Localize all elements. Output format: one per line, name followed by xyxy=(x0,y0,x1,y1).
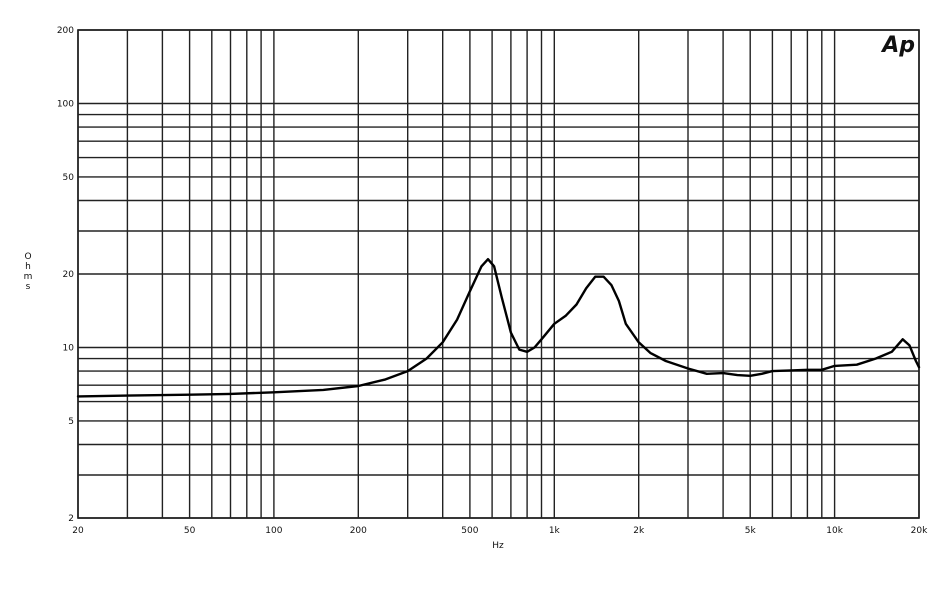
y-axis-title-char: h xyxy=(25,262,31,272)
x-tick-label: 200 xyxy=(350,526,367,536)
x-tick-label: 500 xyxy=(461,526,478,536)
x-tick-label: 20 xyxy=(72,526,84,536)
y-axis-title-char: m xyxy=(24,272,33,282)
y-tick-label: 200 xyxy=(57,26,74,36)
y-tick-label: 5 xyxy=(68,417,74,427)
ap-logo: Ap xyxy=(880,33,915,58)
y-tick-label: 50 xyxy=(63,173,75,183)
y-axis-title-char: s xyxy=(26,282,31,292)
y-tick-label: 20 xyxy=(63,270,75,280)
x-tick-label: 5k xyxy=(745,526,757,536)
series-lines xyxy=(76,258,921,398)
y-tick-labels: 2 5 10 20 50 100 200 xyxy=(57,26,74,524)
y-tick-label: 2 xyxy=(68,514,74,524)
y-tick-label: 10 xyxy=(63,344,75,354)
x-tick-labels: 20 50 100 200 500 1k 2k 5k 10k 20k xyxy=(72,526,928,536)
x-tick-label: 1k xyxy=(549,526,561,536)
x-tick-label: 2k xyxy=(633,526,645,536)
impedance-curve xyxy=(76,258,921,398)
y-axis-title-char: O xyxy=(24,252,31,262)
x-tick-label: 100 xyxy=(265,526,282,536)
x-axis-title: Hz xyxy=(492,541,504,551)
y-gridlines xyxy=(78,29,919,519)
x-tick-label: 20k xyxy=(911,526,928,536)
x-tick-label: 50 xyxy=(184,526,196,536)
x-tick-label: 10k xyxy=(826,526,843,536)
y-tick-label: 100 xyxy=(57,100,74,110)
